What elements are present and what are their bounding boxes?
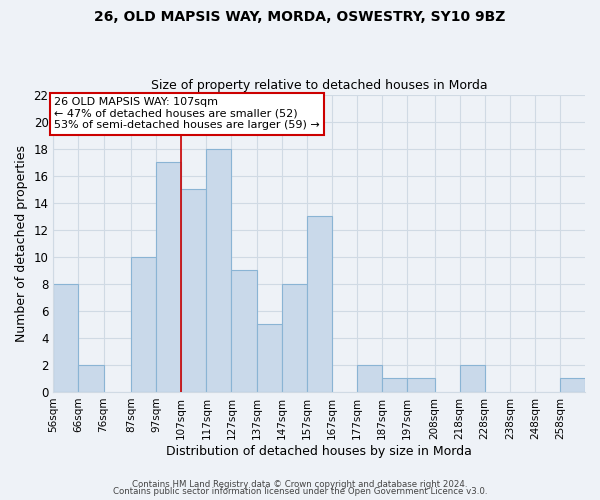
- Bar: [460, 365, 485, 392]
- Bar: [79, 365, 104, 392]
- Bar: [257, 324, 281, 392]
- Bar: [232, 270, 257, 392]
- Text: 26, OLD MAPSIS WAY, MORDA, OSWESTRY, SY10 9BZ: 26, OLD MAPSIS WAY, MORDA, OSWESTRY, SY1…: [94, 10, 506, 24]
- Bar: [181, 189, 206, 392]
- Bar: [407, 378, 434, 392]
- Bar: [281, 284, 307, 392]
- Title: Size of property relative to detached houses in Morda: Size of property relative to detached ho…: [151, 79, 488, 92]
- Y-axis label: Number of detached properties: Number of detached properties: [15, 145, 28, 342]
- Bar: [307, 216, 332, 392]
- X-axis label: Distribution of detached houses by size in Morda: Distribution of detached houses by size …: [166, 444, 472, 458]
- Text: Contains HM Land Registry data © Crown copyright and database right 2024.: Contains HM Land Registry data © Crown c…: [132, 480, 468, 489]
- Bar: [357, 365, 382, 392]
- Bar: [53, 284, 79, 392]
- Text: Contains public sector information licensed under the Open Government Licence v3: Contains public sector information licen…: [113, 487, 487, 496]
- Text: 26 OLD MAPSIS WAY: 107sqm
← 47% of detached houses are smaller (52)
53% of semi-: 26 OLD MAPSIS WAY: 107sqm ← 47% of detac…: [54, 98, 320, 130]
- Bar: [206, 148, 232, 392]
- Bar: [382, 378, 407, 392]
- Bar: [560, 378, 585, 392]
- Bar: [156, 162, 181, 392]
- Bar: [131, 257, 156, 392]
